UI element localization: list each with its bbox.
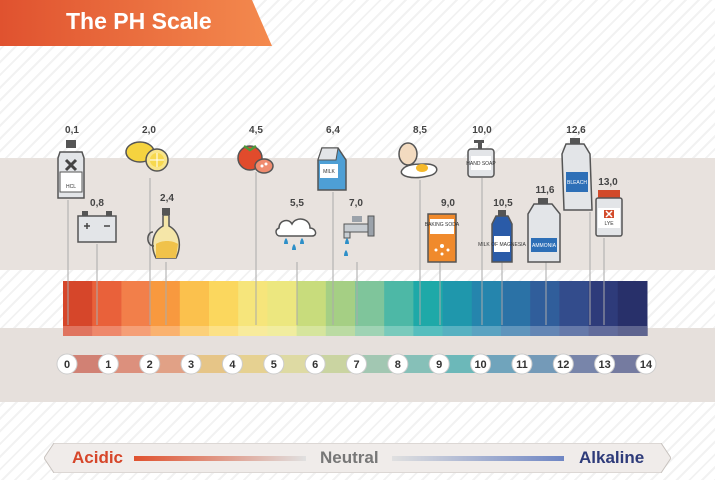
ph-tick-label: 11 xyxy=(516,359,528,371)
ph-tick-label: 5 xyxy=(271,359,277,371)
ph-tick-marker xyxy=(428,353,450,375)
ph-color-segment xyxy=(325,281,356,336)
ph-tick-label: 14 xyxy=(640,359,653,371)
ph-color-segment xyxy=(471,281,502,336)
water-tap-icon xyxy=(343,215,375,256)
ph-tick-label: 10 xyxy=(474,359,486,371)
ph-label-13-0: 13,0 xyxy=(598,177,618,188)
baking-soda-icon: BAKING SODA xyxy=(425,213,460,263)
ammonia-label: AMMONIA xyxy=(532,243,557,249)
leader-lines xyxy=(67,172,605,325)
ammonia-jug-icon: AMMONIA xyxy=(527,198,561,263)
lye-label: LYE xyxy=(604,221,614,227)
tomato-icon xyxy=(237,144,274,174)
ph-color-segment xyxy=(588,281,619,336)
ph-color-segment xyxy=(530,281,560,336)
ph-tick-label: 4 xyxy=(229,359,236,371)
ph-label-2-4: 2,4 xyxy=(160,193,174,204)
bleach-label: BLEACH xyxy=(567,180,587,186)
ph-tick-label: 3 xyxy=(188,359,194,371)
lye-container-icon: LYE xyxy=(595,190,623,237)
hcl-label: HCL xyxy=(66,184,76,190)
ph-label-7-0: 7,0 xyxy=(349,198,363,209)
baking-soda-label: BAKING SODA xyxy=(425,222,460,228)
ph-tick-marker xyxy=(97,353,119,375)
hand-soap-icon: HAND SOAP xyxy=(466,140,496,178)
acidic-label: Acidic xyxy=(72,448,124,467)
ph-tick-marker xyxy=(635,353,657,375)
ph-tick-marker xyxy=(594,353,616,375)
hand-soap-label: HAND SOAP xyxy=(466,161,496,167)
page-title: The PH Scale xyxy=(66,8,212,34)
ph-tick-label: 7 xyxy=(353,359,359,371)
ph-tick-marker xyxy=(346,353,367,375)
ph-tick-marker xyxy=(263,353,285,375)
milk-carton-icon: MILK xyxy=(317,147,347,191)
magnesia-bottle-icon: MILK OF MAGNESIA xyxy=(478,210,527,263)
ph-tick-marker xyxy=(552,353,574,375)
ph-color-segment xyxy=(413,281,444,336)
ph-tick-label: 13 xyxy=(599,359,611,371)
ph-color-segment xyxy=(501,281,531,336)
ph-color-segment xyxy=(150,281,181,336)
ph-color-segment xyxy=(296,281,327,336)
ph-label-8-5: 8,5 xyxy=(413,125,427,136)
alkaline-label: Alkaline xyxy=(579,448,645,467)
ph-tick-label: 12 xyxy=(557,359,569,371)
ph-color-segment xyxy=(355,281,385,336)
ph-color-segment xyxy=(179,281,210,336)
ph-color-segment xyxy=(267,281,298,336)
ph-tick-marker xyxy=(470,353,492,375)
ph-color-segment xyxy=(617,281,648,336)
ph-label-10-0: 10,0 xyxy=(472,125,492,136)
ph-label-4-5: 4,5 xyxy=(249,125,263,136)
title-banner xyxy=(0,0,272,46)
ph-label-6-4: 6,4 xyxy=(326,125,340,136)
ph-tick-marker xyxy=(304,353,326,375)
bleach-jug-icon: BLEACH xyxy=(561,138,593,211)
hcl-bottle-icon: HCL xyxy=(57,140,85,199)
ph-tick-marker xyxy=(56,353,78,375)
ph-label-10-5: 10,5 xyxy=(493,198,513,209)
ph-label-5-5: 5,5 xyxy=(290,198,304,209)
egg-icon xyxy=(398,142,438,179)
ph-tick-row: 0 1 2 3 4 5 6 7 8 9 10 11 12 13 14 xyxy=(56,353,657,375)
ph-tick-label: 6 xyxy=(312,359,318,371)
lemon-icon xyxy=(125,141,169,172)
magnesia-label: MILK OF MAGNESIA xyxy=(478,242,526,248)
ph-label-2-0: 2,0 xyxy=(142,125,156,136)
ph-tick-label: 0 xyxy=(64,359,70,371)
ph-label-11-6: 11,6 xyxy=(536,185,555,196)
ph-tick-marker xyxy=(511,353,533,375)
neutral-label: Neutral xyxy=(320,448,379,467)
ph-tick-label: 1 xyxy=(105,359,111,371)
ph-tick-label: 8 xyxy=(395,359,401,371)
vinegar-cruet-icon xyxy=(147,208,181,259)
ph-label-9-0: 9,0 xyxy=(441,198,455,209)
ph-color-segment xyxy=(209,281,239,336)
ph-tick-label: 9 xyxy=(436,359,442,371)
ph-label-0-1: 0,1 xyxy=(65,125,79,136)
acid-alkaline-legend xyxy=(44,443,671,473)
ph-tick-marker xyxy=(180,353,202,375)
ph-tick-marker xyxy=(387,353,409,375)
ph-tick-label: 2 xyxy=(147,359,153,371)
ph-color-segment xyxy=(384,281,414,336)
rain-cloud-icon xyxy=(275,218,317,250)
ph-color-segment xyxy=(559,281,590,336)
milk-label: MILK xyxy=(323,169,335,175)
ph-tick-marker xyxy=(139,353,161,375)
ph-label-0-8: 0,8 xyxy=(90,198,104,209)
ph-color-segment xyxy=(121,281,152,336)
car-battery-icon xyxy=(77,211,117,243)
ph-color-segment xyxy=(442,281,473,336)
ph-tick-marker xyxy=(221,353,243,375)
ph-scale-diagram: 0 1 2 3 4 5 6 7 8 9 10 11 12 13 14 0,1 0,8 2,0 2,4 4,5… xyxy=(56,125,657,375)
ph-label-12-6: 12,6 xyxy=(566,125,586,136)
ph-color-segment xyxy=(238,281,268,336)
